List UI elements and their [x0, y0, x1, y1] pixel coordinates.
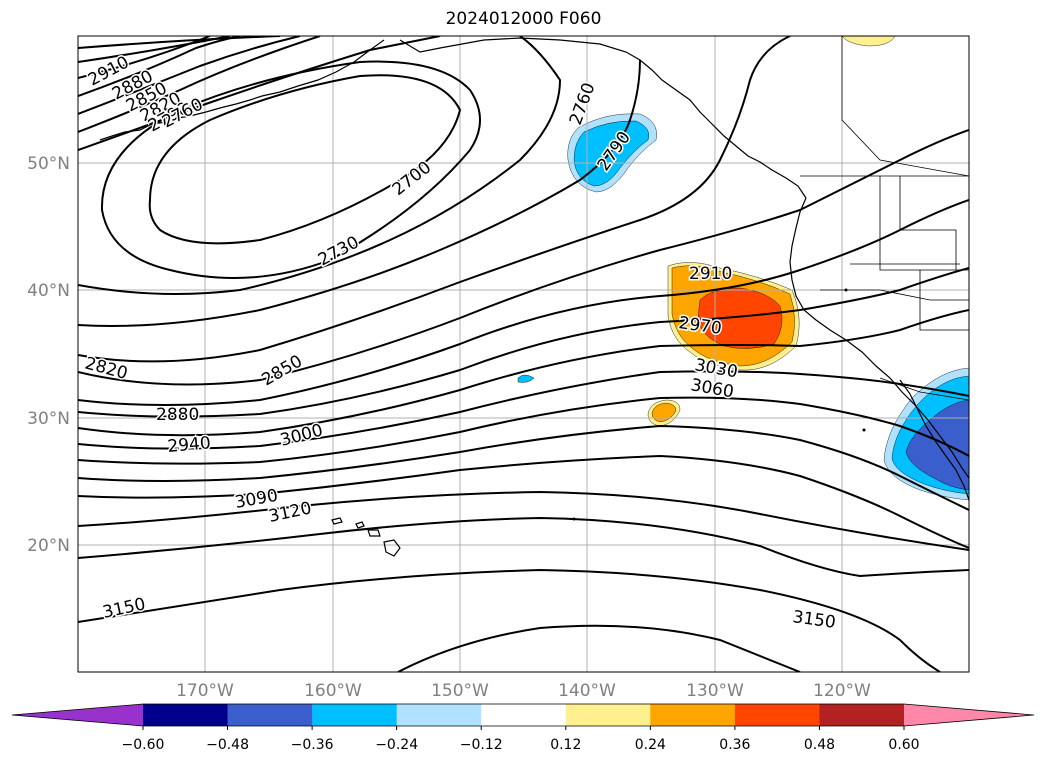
- negative-anomaly-dot: [517, 374, 535, 383]
- colorbar-extend-high: [904, 704, 1034, 726]
- baja-peninsula: [899, 379, 969, 501]
- lat-label: 30°N: [27, 409, 70, 429]
- colorbar-segment: [734, 704, 820, 726]
- colorbar-tick-label: 0.24: [635, 737, 666, 753]
- map-title: 2024012000 F060: [445, 9, 602, 29]
- lon-label: 150°W: [431, 681, 489, 701]
- colorbar-segment: [312, 704, 398, 726]
- colorbar-segment: [396, 704, 482, 726]
- lat-label: 40°N: [27, 281, 70, 301]
- plot-frame: [77, 35, 970, 673]
- colorbar-tick-label: 0.60: [888, 737, 919, 753]
- colorbar-tick-label: −0.24: [375, 737, 418, 753]
- colorbar-segment: [227, 704, 313, 726]
- graticule: [78, 36, 969, 672]
- colorbar-segment: [565, 704, 651, 726]
- colorbar-segment: [143, 704, 229, 726]
- positive-anomaly-west-core: [697, 287, 783, 349]
- lon-label: 130°W: [686, 681, 744, 701]
- lon-label: 120°W: [813, 681, 871, 701]
- colorbar-tick-label: 0.12: [550, 737, 581, 753]
- contour-label: 2880: [156, 405, 199, 425]
- colorbar: −0.60 −0.48 −0.36 −0.24 −0.12 0.12 0.24 0.36 0.4…: [11, 703, 1035, 753]
- contour-label: 2910: [689, 264, 732, 284]
- lon-label: 140°W: [558, 681, 616, 701]
- latitude-labels: 50°N 40°N 30°N 20°N: [27, 154, 70, 556]
- lat-label: 20°N: [27, 536, 70, 556]
- lon-label: 170°W: [176, 681, 234, 701]
- positive-anomaly-top: [841, 36, 896, 47]
- lon-label: 160°W: [304, 681, 362, 701]
- colorbar-segment: [819, 704, 905, 726]
- contour-label: 2940: [167, 433, 212, 457]
- colorbar-segment: [650, 704, 736, 726]
- colorbar-tick-label: 0.36: [719, 737, 750, 753]
- longitude-labels: 170°W 160°W 150°W 140°W 130°W 120°W: [176, 681, 871, 701]
- political-borders: [800, 36, 969, 401]
- hawaii-islands: [331, 517, 401, 557]
- height-contours: [78, 36, 969, 672]
- map-plot: 2910 2880 2850 2820 2790 2760 2700 2730 …: [78, 36, 969, 672]
- aleutian-islands: [99, 39, 385, 141]
- colorbar-tick-label: −0.36: [291, 737, 334, 753]
- positive-anomaly-small-core: [651, 402, 677, 423]
- colorbar-tick-label: −0.12: [460, 737, 503, 753]
- colorbar-extend-low: [12, 704, 143, 726]
- colorbar-tick-label: −0.48: [206, 737, 249, 753]
- colorbar-segment: [481, 704, 567, 726]
- lat-label: 50°N: [27, 154, 70, 174]
- alaska-coast: [399, 37, 807, 199]
- colorbar-tick-label: −0.60: [122, 737, 165, 753]
- colorbar-tick-label: 0.48: [804, 737, 835, 753]
- contour-label: 3060: [689, 375, 735, 402]
